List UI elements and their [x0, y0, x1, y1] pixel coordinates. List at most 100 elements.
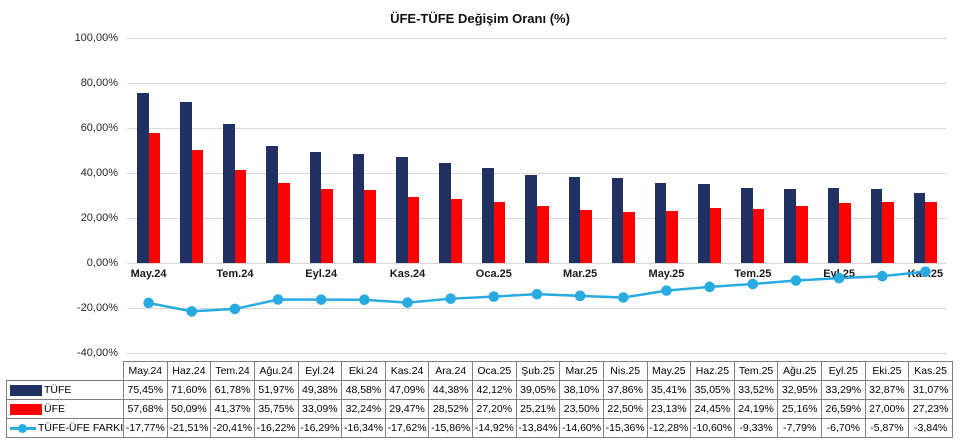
table-month-header: Eki.25	[864, 361, 910, 381]
table-value-cell: 25,16%	[777, 399, 822, 419]
table-month-header: Tem.24	[210, 361, 255, 381]
fark-line-marker	[574, 290, 586, 302]
table-value-cell: -14,92%	[472, 418, 517, 438]
legend-cell: TÜFE-ÜFE FARKI	[6, 418, 124, 438]
table-month-header: Oca.25	[472, 361, 517, 381]
tufe-bar	[223, 123, 235, 263]
y-axis-tick-label: -40,00%	[77, 347, 118, 359]
tufe-bar	[309, 151, 322, 263]
gridline	[127, 307, 947, 309]
x-axis-tick-label: Eyl.24	[305, 268, 338, 280]
table-value-cell: 23,13%	[646, 399, 692, 419]
gridline	[127, 172, 947, 174]
y-axis-tick-label: 20,00%	[80, 212, 118, 224]
ufe-bar	[666, 210, 679, 263]
fark-line-marker	[790, 275, 802, 286]
table-row: TÜFE-ÜFE FARKI -17,77% -21,51% -20,41% -16,2…	[6, 418, 953, 438]
ufe-bar	[795, 206, 808, 263]
tufe-bar	[395, 157, 408, 263]
x-axis-tick-label: Oca.25	[475, 268, 512, 280]
table-value-cell: -3,84%	[908, 418, 953, 438]
ufe-bar	[493, 201, 506, 263]
fark-line-layer	[143, 266, 931, 317]
tufe-bar	[136, 93, 149, 263]
ufe-bar	[839, 203, 851, 263]
table-value-cell: 33,09%	[297, 399, 343, 419]
fark-line-marker	[876, 270, 888, 282]
table-value-cell: -14,60%	[559, 418, 604, 438]
fark-line-marker	[531, 288, 543, 300]
tufe-bar	[784, 188, 796, 263]
table-value-cell: 71,60%	[166, 380, 212, 400]
table-value-cell: 57,68%	[123, 399, 168, 419]
table-value-cell: 50,09%	[166, 399, 212, 419]
ufe-bar	[364, 190, 376, 263]
table-value-cell: 24,45%	[690, 399, 735, 419]
fark-line-marker	[445, 293, 456, 304]
table-month-header: Ağu.24	[253, 361, 299, 381]
x-axis-tick-label: Tem.25	[734, 268, 772, 280]
tufe-bar	[827, 188, 840, 263]
table-value-cell: 39,05%	[515, 380, 561, 400]
tufe-bar	[482, 168, 494, 263]
y-axis-tick-label: 100,00%	[74, 32, 118, 44]
table-month-header: Şub.25	[515, 361, 561, 381]
table-value-cell: 23,50%	[559, 399, 604, 419]
fark-line-marker	[704, 281, 715, 293]
fark-line-marker	[661, 285, 672, 296]
y-axis-tick-label: -20,00%	[77, 302, 118, 314]
legend-cell: TÜFE	[6, 380, 124, 400]
legend-line-marker-icon	[10, 423, 36, 434]
table-month-header: Eki.24	[341, 361, 386, 381]
table-value-cell: -17,62%	[384, 418, 430, 438]
table-value-cell: 33,52%	[733, 380, 779, 400]
table-value-cell: 49,38%	[297, 380, 343, 400]
ufe-bar	[234, 169, 247, 263]
table-month-header: Haz.24	[166, 361, 212, 381]
ufe-bar	[580, 210, 592, 263]
ufe-bar	[882, 202, 894, 263]
table-value-cell: -16,29%	[297, 418, 343, 438]
ufe-bar	[191, 150, 204, 263]
table-value-cell: -20,41%	[210, 418, 255, 438]
table-value-cell: 27,00%	[864, 399, 910, 419]
fark-line-marker	[833, 272, 845, 284]
table-value-cell: 27,20%	[472, 399, 517, 419]
tufe-bar	[698, 184, 710, 263]
legend-label: TÜFE	[44, 384, 72, 396]
tufe-bar	[525, 175, 537, 263]
table-value-cell: 42,12%	[472, 380, 517, 400]
table-month-header: Haz.25	[690, 361, 735, 381]
table-value-cell: 38,10%	[559, 380, 604, 400]
table-month-header: Eyl.25	[821, 361, 866, 381]
table-value-cell: 41,37%	[210, 399, 255, 419]
tufe-bar	[913, 193, 926, 263]
table-value-cell: -6,70%	[821, 418, 866, 438]
ufe-bar	[925, 201, 937, 263]
table-value-cell: 32,87%	[864, 380, 910, 400]
table-value-cell: -15,36%	[602, 418, 648, 438]
table-month-header: Kas.25	[908, 361, 953, 381]
table-value-cell: 25,21%	[515, 399, 561, 419]
tufe-bar	[741, 187, 753, 263]
gridline	[127, 127, 947, 129]
chart-title: ÜFE-TÜFE Değişim Oranı (%)	[390, 11, 570, 26]
table-corner-cell	[7, 362, 124, 381]
table-value-cell: 61,78%	[210, 380, 255, 400]
fark-line-marker	[143, 297, 154, 309]
table-value-cell: 24,19%	[733, 399, 779, 419]
table-value-cell: -5,87%	[864, 418, 910, 438]
tufe-bar	[266, 146, 279, 263]
gridline	[127, 82, 947, 84]
x-axis-tick-label: Tem.24	[216, 268, 254, 280]
ufe-bar	[321, 188, 333, 263]
table-month-header: May.24	[123, 361, 168, 381]
tufe-bar	[180, 101, 192, 263]
table-row: ÜFE 57,68% 50,09% 41,37% 35,75% 33,09% 32,24% 2…	[6, 399, 953, 419]
fark-line-marker	[186, 306, 198, 317]
table-value-cell: -16,34%	[341, 418, 386, 438]
ufe-bar	[623, 212, 635, 263]
table-value-cell: 48,58%	[341, 380, 386, 400]
table-value-cell: -15,86%	[428, 418, 473, 438]
